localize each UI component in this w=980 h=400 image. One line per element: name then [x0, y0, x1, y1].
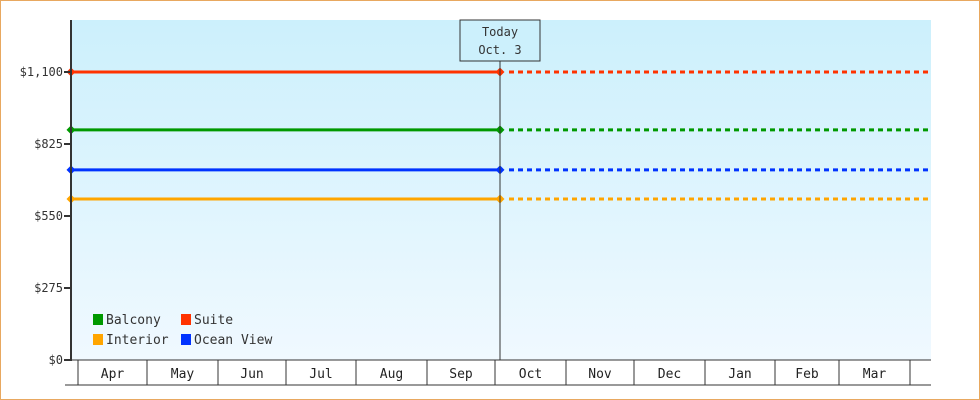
- today-marker: Today Oct. 3: [459, 19, 541, 360]
- y-tick-label: $1,100: [20, 65, 63, 79]
- y-tick-label: $825: [34, 137, 63, 151]
- legend-label: Ocean View: [194, 333, 272, 348]
- legend-label: Interior: [106, 333, 169, 348]
- month-label-sep: Sep: [449, 367, 473, 382]
- legend-swatch: [93, 334, 103, 345]
- today-date: Oct. 3: [478, 43, 521, 57]
- today-box: [459, 19, 541, 62]
- month-label-jul: Jul: [309, 367, 332, 382]
- month-label-oct: Oct: [519, 367, 542, 382]
- legend-swatch: [181, 314, 191, 325]
- month-label-may: May: [171, 367, 195, 382]
- y-tick-label: $550: [34, 209, 63, 223]
- legend-swatch: [181, 334, 191, 345]
- month-label-aug: Aug: [380, 367, 403, 382]
- month-label-jan: Jan: [728, 367, 751, 382]
- month-label-mar: Mar: [863, 367, 887, 382]
- month-label-jun: Jun: [240, 367, 263, 382]
- plot-area: [71, 20, 931, 360]
- legend-label: Suite: [194, 313, 233, 328]
- today-label: Today: [482, 25, 518, 39]
- legend-label: Balcony: [106, 313, 161, 328]
- y-tick-label: $0: [49, 353, 63, 367]
- month-label-apr: Apr: [101, 367, 125, 382]
- y-tick-label: $275: [34, 281, 63, 295]
- month-label-dec: Dec: [658, 367, 681, 382]
- month-label-nov: Nov: [588, 367, 612, 382]
- legend-swatch: [93, 314, 103, 325]
- legend: Balcony Suite Interior Ocean View: [93, 313, 272, 348]
- month-label-feb: Feb: [795, 367, 819, 382]
